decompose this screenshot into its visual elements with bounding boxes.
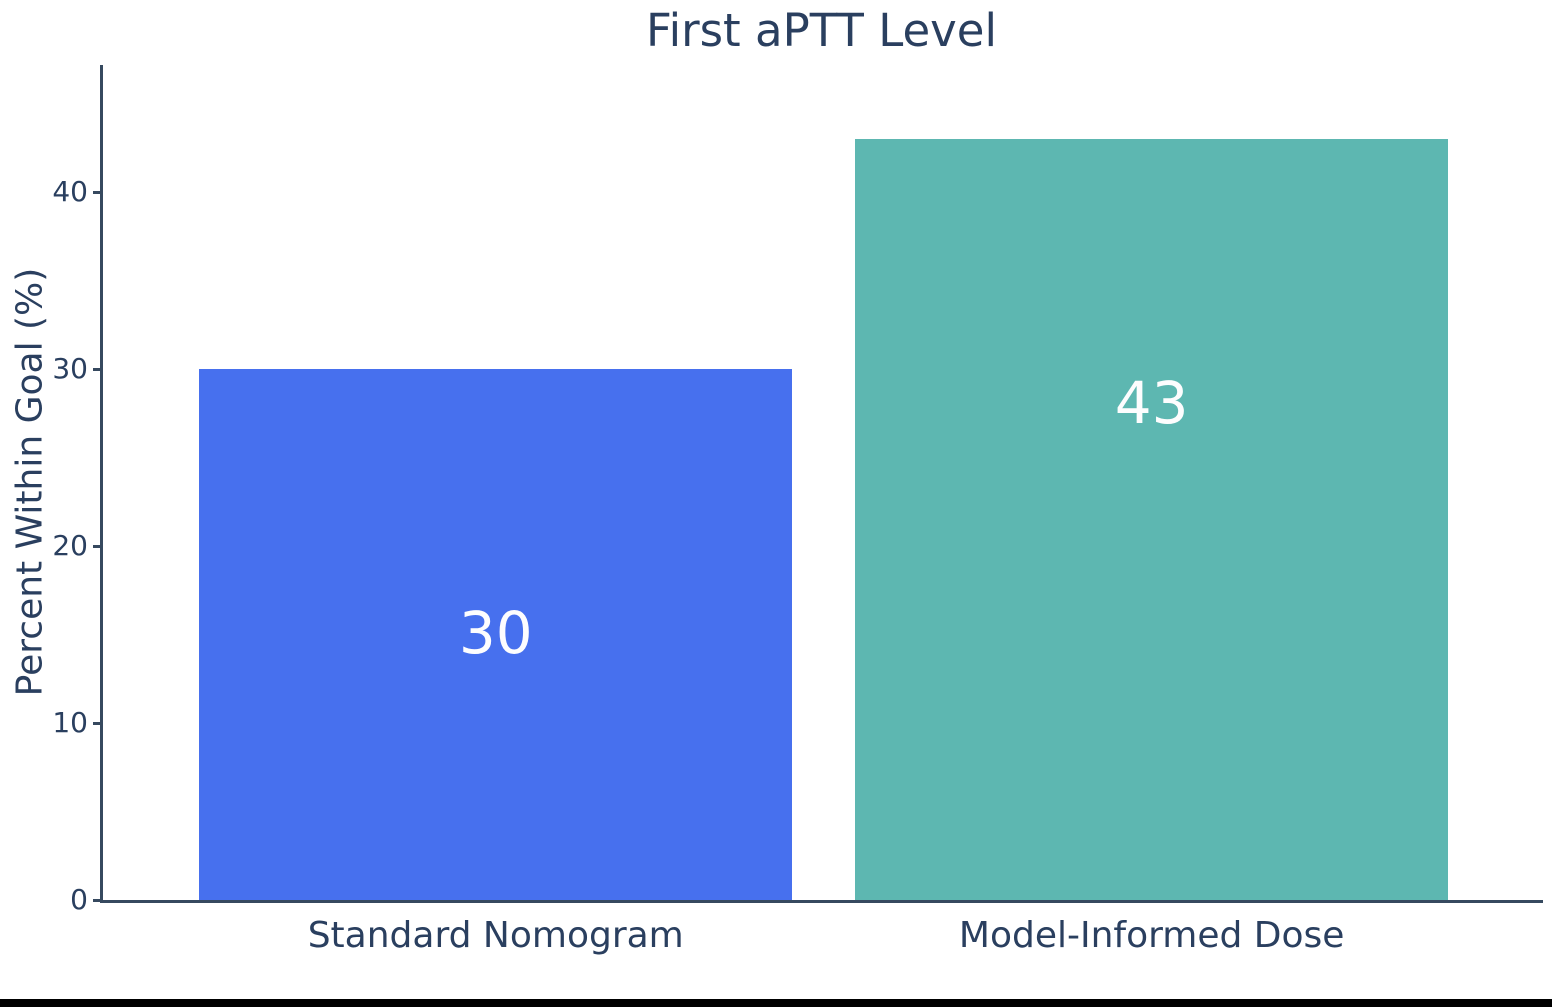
bar-model-informed-dose: 43 <box>855 139 1448 900</box>
x-axis-spine <box>100 900 1543 903</box>
y-tick-label: 30 <box>52 352 88 386</box>
chart-title: First aPTT Level <box>646 4 997 57</box>
x-tick-label-standard-nomogram: Standard Nomogram <box>307 915 684 956</box>
y-tick-mark <box>93 544 103 548</box>
window-bottom-border <box>0 999 1552 1007</box>
y-tick-label: 40 <box>52 175 88 209</box>
y-tick-mark <box>93 721 103 725</box>
bar-standard-nomogram: 30 <box>199 369 793 900</box>
y-tick-mark <box>93 898 103 902</box>
bar-value-label: 43 <box>1114 369 1189 438</box>
y-tick-mark <box>93 190 103 194</box>
y-tick-mark <box>93 367 103 371</box>
x-tick-label-model-informed-dose: Model-Informed Dose <box>958 915 1345 956</box>
y-axis-title: Percent Within Goal (%) <box>9 267 51 697</box>
plot-area: 0 10 20 30 40 30 Standard Nomogram 43 Model-Info… <box>52 65 1543 956</box>
y-tick-label: 0 <box>70 883 88 916</box>
y-tick-label: 10 <box>52 706 88 740</box>
y-axis-spine <box>100 65 103 903</box>
y-tick-label: 20 <box>52 529 88 563</box>
bar-value-label: 30 <box>458 599 533 668</box>
